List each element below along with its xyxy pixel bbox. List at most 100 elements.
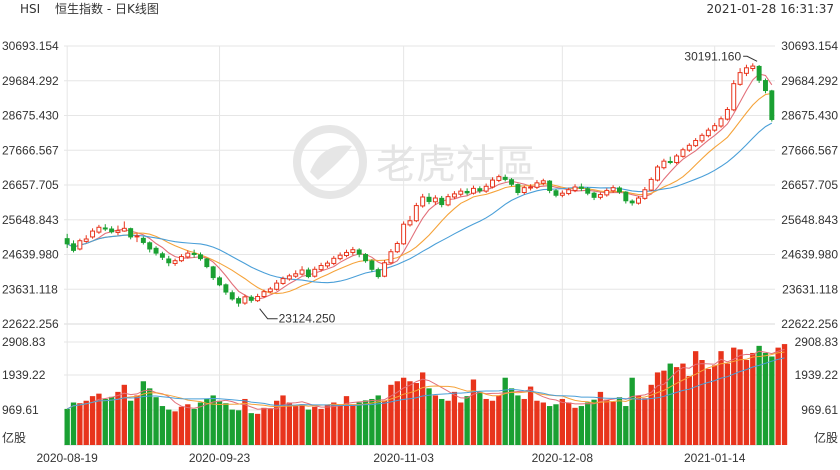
candle [305, 267, 311, 279]
volume-bar [267, 408, 273, 445]
volume-bar [521, 398, 527, 445]
candle-body [483, 185, 489, 192]
candle-body [248, 296, 254, 301]
candle-body [680, 149, 686, 157]
candle-body [236, 298, 242, 304]
volume-bar [673, 367, 680, 445]
candle-body [642, 189, 648, 199]
date-tick-label: 2020-11-03 [373, 451, 434, 465]
candle [191, 249, 197, 258]
candle [750, 63, 756, 72]
price-tick-label-right: 22622.256 [781, 317, 838, 331]
volume-bar [445, 400, 451, 445]
volume-bar [648, 384, 654, 445]
candle-body [299, 269, 305, 275]
volume-bar [458, 402, 464, 445]
volume-bar [781, 344, 788, 445]
candle-body [153, 247, 159, 254]
candle-body [401, 223, 407, 245]
candle-body [540, 180, 546, 184]
candle-body [737, 72, 743, 85]
volume-bar [692, 351, 699, 445]
candle [369, 259, 375, 272]
candle [674, 153, 680, 165]
candle [109, 226, 115, 234]
volume-bar [559, 398, 566, 445]
volume-bar [635, 395, 642, 445]
candle [407, 215, 413, 227]
volume-bar [731, 347, 737, 445]
volume-bar [350, 404, 356, 445]
candle-body [553, 190, 559, 196]
volume-bar [299, 404, 305, 445]
annotation-leader [259, 308, 278, 320]
candle [642, 186, 648, 200]
candle-body [572, 186, 578, 191]
volume-bar [737, 349, 743, 445]
candle [140, 236, 146, 245]
candle-body [712, 125, 718, 131]
candle-body [102, 227, 108, 230]
candle-body [585, 188, 591, 194]
price-tick-label-left: 28675.430 [2, 109, 59, 123]
candle [388, 248, 394, 265]
candle [617, 186, 622, 194]
axis-labels: 30693.154 30693.154 29684.292 29684.292 2867… [2, 39, 838, 465]
candle [769, 89, 775, 122]
volume-bar [464, 396, 470, 445]
candle-body [667, 160, 673, 163]
candle-body [90, 230, 96, 238]
candle [172, 258, 178, 266]
candle [90, 228, 96, 239]
candle-body [750, 65, 756, 69]
candle-body [578, 186, 584, 189]
candle [483, 183, 489, 193]
volume-bars [64, 344, 788, 445]
candle [318, 262, 324, 272]
volume-bar [134, 395, 140, 445]
candle-body [617, 187, 622, 193]
candle-body [629, 200, 635, 204]
candle-body [528, 186, 534, 189]
volume-bar [756, 345, 762, 445]
volume-bar [324, 405, 331, 445]
volume-bar [724, 363, 731, 445]
candle-body [655, 166, 661, 181]
candle [490, 177, 495, 189]
candle [286, 273, 292, 281]
candle-body [185, 252, 191, 258]
candle [661, 158, 667, 170]
candle-body [280, 278, 286, 284]
price-tick-label-right: 23631.118 [782, 282, 838, 296]
candle-body [382, 262, 388, 277]
candle-body [674, 155, 680, 164]
volume-bar [718, 351, 724, 445]
candle [553, 189, 559, 198]
candle [96, 224, 102, 234]
candle-body [769, 90, 775, 120]
volume-bar [762, 352, 769, 445]
candle [534, 180, 540, 190]
volume-bar [420, 372, 426, 445]
candle [71, 240, 76, 253]
volume-bar [432, 395, 439, 445]
price-tick-label-left: 30693.154 [2, 39, 59, 53]
volume-bar [96, 393, 102, 445]
candle-body [267, 288, 273, 293]
volume-bar [280, 395, 286, 445]
chart-timestamp: 2021-01-28 16:31:37 [707, 2, 834, 16]
candle-body [318, 265, 324, 271]
candle [229, 290, 235, 301]
candle-body [77, 240, 83, 250]
candle-body [458, 190, 464, 195]
candle-body [217, 277, 222, 286]
volume-bar [502, 377, 508, 445]
volume-bar [597, 391, 604, 445]
candle-body [686, 144, 692, 151]
volume-bar [381, 400, 388, 445]
candle [337, 252, 343, 261]
candle-body [293, 273, 299, 277]
candle [223, 283, 229, 295]
volume-bar [108, 396, 115, 445]
candle [261, 289, 267, 298]
